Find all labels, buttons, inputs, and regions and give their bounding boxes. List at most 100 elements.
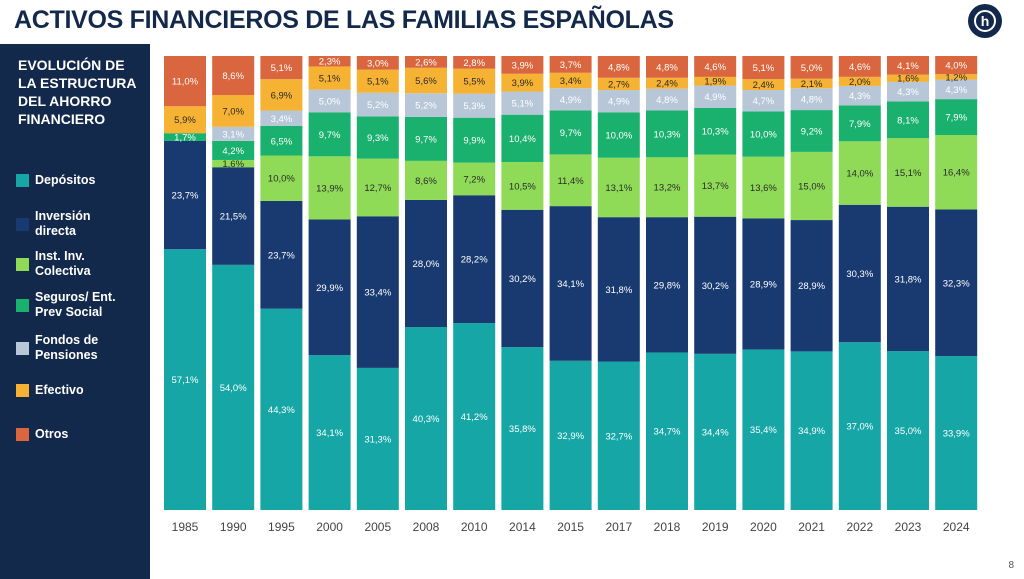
data-label: 4,1% bbox=[897, 61, 919, 72]
bar-segment bbox=[887, 74, 929, 82]
bar-segment bbox=[694, 154, 737, 217]
page-number: 8 bbox=[1008, 560, 1014, 571]
bar-segment bbox=[646, 77, 688, 89]
bar-segment bbox=[694, 85, 737, 108]
bar-segment bbox=[742, 90, 785, 112]
data-label: 4,3% bbox=[945, 85, 967, 96]
bar-segment bbox=[790, 151, 833, 221]
data-label: 8,1% bbox=[897, 115, 919, 126]
bar-segment bbox=[694, 107, 737, 155]
bar-segment bbox=[308, 112, 351, 157]
legend-item-inversion-directa: Inversión directa bbox=[16, 209, 135, 239]
bar-segment bbox=[790, 78, 833, 89]
data-label: 4,9% bbox=[704, 92, 726, 103]
data-label: 15,0% bbox=[798, 181, 825, 192]
data-label: 5,2% bbox=[367, 100, 389, 111]
x-tick-label: 2005 bbox=[364, 520, 391, 534]
data-label: 23,7% bbox=[172, 191, 199, 202]
data-label: 29,9% bbox=[316, 283, 343, 294]
bar-segment bbox=[694, 56, 737, 77]
bar-segment bbox=[453, 195, 496, 324]
data-label: 31,8% bbox=[895, 274, 922, 285]
bar-segment bbox=[935, 79, 978, 100]
data-label: 33,4% bbox=[364, 288, 391, 299]
bar-segment bbox=[164, 140, 206, 250]
bar-segment bbox=[790, 110, 833, 152]
x-tick-label: 2022 bbox=[846, 520, 873, 534]
bar-segment bbox=[887, 101, 929, 139]
bar-segment bbox=[549, 72, 592, 89]
sidebar-title: EVOLUCIÓN DE LA ESTRUCTURA DEL AHORRO FI… bbox=[18, 57, 136, 127]
logo-mark: h bbox=[974, 10, 996, 32]
data-label: 4,9% bbox=[608, 97, 630, 108]
x-tick-label: 2019 bbox=[702, 520, 729, 534]
data-label: 30,2% bbox=[509, 274, 536, 285]
data-label: 6,9% bbox=[271, 90, 293, 101]
bar-segment bbox=[164, 133, 206, 141]
bar-segment bbox=[501, 114, 544, 162]
legend-swatch bbox=[16, 384, 29, 397]
bar-segment bbox=[742, 349, 785, 510]
data-label: 34,1% bbox=[316, 428, 343, 439]
data-label: 32,3% bbox=[943, 278, 970, 289]
bar-segment bbox=[742, 56, 785, 80]
data-label: 34,9% bbox=[798, 426, 825, 437]
data-label: 13,7% bbox=[702, 181, 729, 192]
bar-segment bbox=[838, 342, 881, 510]
legend-swatch bbox=[16, 341, 29, 355]
bar-segment bbox=[887, 351, 929, 510]
bar-segment bbox=[838, 204, 881, 343]
bar-segment bbox=[549, 56, 592, 73]
data-label: 21,5% bbox=[220, 212, 247, 223]
bar-segment bbox=[164, 56, 206, 107]
data-label: 5,9% bbox=[174, 115, 196, 126]
legend-label: Fondos de Pensiones bbox=[35, 333, 99, 362]
x-tick-label: 2008 bbox=[413, 520, 440, 534]
bar-segment bbox=[501, 161, 544, 210]
data-label: 13,9% bbox=[316, 183, 343, 194]
x-tick-label: 2020 bbox=[750, 520, 777, 534]
bar-segment bbox=[356, 158, 399, 217]
data-label: 40,3% bbox=[413, 414, 440, 425]
bar-segment bbox=[356, 69, 399, 93]
data-label: 35,4% bbox=[750, 425, 777, 436]
data-label: 4,6% bbox=[704, 62, 726, 73]
data-label: 3,7% bbox=[560, 60, 582, 71]
bar-segment bbox=[597, 56, 640, 78]
x-tick-label: 2023 bbox=[895, 520, 922, 534]
data-label: 3,9% bbox=[512, 60, 534, 71]
bar-segment bbox=[646, 56, 688, 78]
legend-swatch bbox=[16, 174, 29, 187]
bar-segment bbox=[935, 134, 978, 210]
data-label: 5,1% bbox=[367, 77, 389, 88]
data-label: 1,6% bbox=[897, 74, 919, 85]
data-label: 4,9% bbox=[560, 95, 582, 106]
bar-segment bbox=[887, 206, 929, 352]
data-label: 3,4% bbox=[271, 114, 293, 125]
bar-segment bbox=[838, 76, 881, 86]
bar-segment bbox=[308, 219, 351, 356]
data-label: 35,0% bbox=[895, 426, 922, 437]
data-label: 5,1% bbox=[512, 99, 534, 110]
bar-segment bbox=[597, 90, 640, 113]
bar-segment bbox=[356, 367, 399, 510]
data-label: 2,8% bbox=[463, 58, 485, 69]
legend-item-seguros: Seguros/ Ent. Prev Social bbox=[16, 290, 135, 320]
data-label: 1,6% bbox=[222, 159, 244, 170]
bar-segment bbox=[405, 116, 447, 161]
legend-label: Efectivo bbox=[35, 383, 84, 397]
data-label: 7,9% bbox=[945, 113, 967, 124]
bar-segment bbox=[405, 160, 447, 200]
data-label: 4,8% bbox=[801, 95, 823, 106]
data-label: 29,8% bbox=[654, 280, 681, 291]
data-label: 2,3% bbox=[319, 57, 341, 68]
bar-segment bbox=[501, 347, 544, 510]
bar-segment bbox=[549, 110, 592, 155]
bar-segment bbox=[260, 79, 303, 111]
data-label: 9,3% bbox=[367, 133, 389, 144]
data-label: 7,0% bbox=[222, 106, 244, 117]
x-tick-label: 2018 bbox=[654, 520, 681, 534]
bar-segment bbox=[308, 156, 351, 220]
bar-segment bbox=[212, 95, 255, 127]
bar-segment bbox=[935, 56, 978, 75]
